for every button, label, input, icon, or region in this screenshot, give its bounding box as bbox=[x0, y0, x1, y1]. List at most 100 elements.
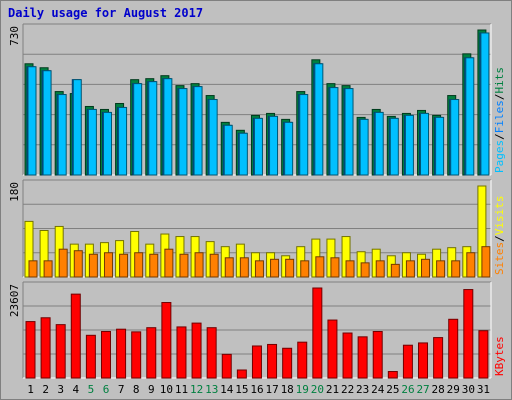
bar-pages-day-13 bbox=[208, 99, 218, 176]
bar-pages-day-15 bbox=[238, 132, 248, 176]
bar-kbytes-day-31 bbox=[478, 330, 489, 379]
legend-pages: Pages bbox=[493, 140, 506, 173]
panel-sites-visits: 180 Sites/Visits bbox=[8, 179, 506, 278]
bar-kbytes-day-28 bbox=[433, 337, 444, 379]
legend-sites: Sites bbox=[493, 242, 506, 275]
bar-pages-day-9 bbox=[148, 81, 158, 176]
legend-hits: Hits bbox=[493, 67, 506, 94]
x-label-day-26: 26 bbox=[401, 383, 414, 396]
bar-sites-day-23 bbox=[360, 262, 370, 278]
bar-sites-day-30 bbox=[466, 252, 476, 278]
bar-pages-day-31 bbox=[480, 32, 490, 176]
bar-kbytes-day-15 bbox=[236, 369, 247, 379]
bar-kbytes-day-21 bbox=[327, 319, 338, 379]
bar-kbytes-day-10 bbox=[161, 302, 172, 379]
bar-sites-day-9 bbox=[149, 253, 159, 278]
bar-kbytes-day-13 bbox=[206, 327, 217, 379]
x-label-day-12: 12 bbox=[190, 383, 203, 396]
bar-pages-day-26 bbox=[404, 114, 414, 176]
bar-sites-day-19 bbox=[300, 260, 310, 278]
bar-pages-day-5 bbox=[87, 108, 97, 176]
bar-sites-day-17 bbox=[270, 258, 280, 278]
chart-title: Daily usage for August 2017 bbox=[8, 6, 203, 20]
bar-kbytes-day-6 bbox=[100, 330, 111, 379]
bar-pages-day-1 bbox=[27, 66, 37, 176]
x-label-day-3: 3 bbox=[57, 383, 64, 396]
bar-pages-day-10 bbox=[163, 78, 173, 176]
bar-sites-day-31 bbox=[481, 246, 491, 278]
bar-kbytes-day-16 bbox=[251, 345, 262, 379]
x-label-day-7: 7 bbox=[118, 383, 125, 396]
bar-sites-day-15 bbox=[239, 257, 249, 278]
x-label-day-2: 2 bbox=[42, 383, 49, 396]
bar-kbytes-day-25 bbox=[387, 371, 398, 379]
x-label-day-19: 19 bbox=[296, 383, 309, 396]
bar-pages-day-14 bbox=[223, 124, 233, 176]
x-axis-labels: 1 2 3 4 5 6 7 8 9 10 11 12 13 14 15 16 17 18 19 20 21 22 23 24 2… bbox=[27, 383, 490, 396]
bar-pages-day-3 bbox=[57, 94, 67, 176]
x-label-day-11: 11 bbox=[175, 383, 188, 396]
bar-sites-day-27 bbox=[421, 258, 431, 278]
bar-pages-day-12 bbox=[193, 86, 203, 176]
bar-sites-day-10 bbox=[164, 248, 174, 278]
y-max-label: 23607 bbox=[8, 284, 21, 317]
bar-sites-day-16 bbox=[254, 260, 264, 278]
bar-pages-day-21 bbox=[329, 87, 339, 176]
bar-sites-day-24 bbox=[375, 260, 385, 278]
x-label-day-1: 1 bbox=[27, 383, 34, 396]
x-label-day-29: 29 bbox=[447, 383, 460, 396]
x-label-day-23: 23 bbox=[356, 383, 369, 396]
bar-kbytes-day-24 bbox=[372, 330, 383, 379]
bar-kbytes-day-19 bbox=[297, 341, 308, 379]
bar-pages-day-29 bbox=[450, 99, 460, 176]
x-label-day-21: 21 bbox=[326, 383, 339, 396]
bar-sites-day-7 bbox=[119, 253, 129, 278]
bar-sites-day-25 bbox=[390, 263, 400, 278]
bar-sites-day-26 bbox=[405, 260, 415, 278]
x-label-day-4: 4 bbox=[73, 383, 80, 396]
bar-sites-day-5 bbox=[88, 253, 98, 278]
bar-kbytes-day-2 bbox=[40, 317, 51, 379]
bar-pages-day-16 bbox=[253, 117, 263, 176]
bar-kbytes-day-29 bbox=[448, 318, 459, 379]
bar-pages-day-18 bbox=[284, 121, 294, 176]
x-label-day-10: 10 bbox=[160, 383, 173, 396]
x-label-day-17: 17 bbox=[265, 383, 278, 396]
bar-sites-day-2 bbox=[43, 260, 53, 278]
bar-kbytes-day-9 bbox=[146, 327, 157, 379]
x-label-day-13: 13 bbox=[205, 383, 218, 396]
bar-sites-day-18 bbox=[285, 258, 295, 278]
x-label-day-28: 28 bbox=[432, 383, 445, 396]
x-label-day-30: 30 bbox=[462, 383, 475, 396]
bar-pages-day-25 bbox=[389, 117, 399, 176]
x-label-day-27: 27 bbox=[416, 383, 429, 396]
x-label-day-16: 16 bbox=[250, 383, 263, 396]
x-label-day-14: 14 bbox=[220, 383, 234, 396]
bar-sites-day-4 bbox=[73, 250, 83, 278]
x-label-day-24: 24 bbox=[371, 383, 385, 396]
bar-kbytes-day-12 bbox=[191, 322, 202, 379]
bar-kbytes-day-20 bbox=[312, 287, 323, 379]
bar-pages-day-27 bbox=[420, 112, 430, 176]
legend-separator: / bbox=[493, 94, 506, 101]
legend-files: Files bbox=[493, 100, 506, 133]
bar-pages-day-23 bbox=[359, 118, 369, 176]
legend-visits: Visits bbox=[493, 196, 506, 236]
bar-sites-day-20 bbox=[315, 256, 325, 278]
x-label-day-18: 18 bbox=[281, 383, 294, 396]
bar-kbytes-day-14 bbox=[221, 353, 232, 379]
bar-sites-day-1 bbox=[28, 260, 38, 278]
bar-kbytes-day-11 bbox=[176, 326, 187, 379]
bar-sites-day-28 bbox=[436, 260, 446, 278]
legend-kbytes: KBytes bbox=[493, 336, 506, 376]
chart-panels: 730Pages/Files/Hits180Sites/Visits23607K… bbox=[8, 23, 506, 379]
bar-kbytes-day-3 bbox=[55, 324, 66, 379]
bar-kbytes-day-8 bbox=[131, 331, 142, 379]
bar-pages-day-6 bbox=[102, 111, 112, 176]
bar-sites-day-11 bbox=[179, 253, 189, 278]
x-label-day-20: 20 bbox=[311, 383, 324, 396]
bar-pages-day-19 bbox=[299, 94, 309, 176]
bar-pages-day-20 bbox=[314, 63, 324, 176]
x-label-day-8: 8 bbox=[133, 383, 140, 396]
